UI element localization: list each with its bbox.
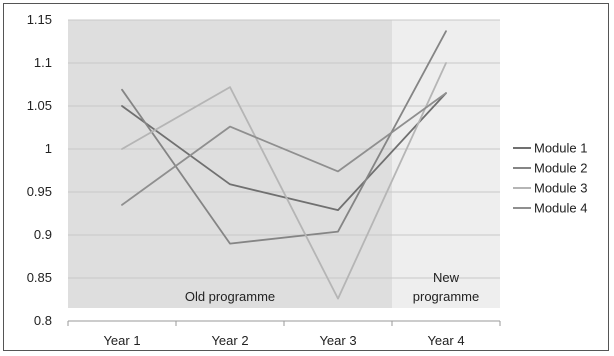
- y-tick-label: 0.85: [27, 270, 52, 285]
- y-tick-label: 1.15: [27, 12, 52, 27]
- legend-label-module-1: Module 1: [534, 141, 587, 156]
- x-tick-label: Year 1: [103, 333, 140, 348]
- region-background-1: [68, 20, 392, 308]
- y-tick-label: 0.8: [34, 313, 52, 328]
- legend-label-module-2: Module 2: [534, 161, 587, 176]
- region-background-2: [392, 20, 500, 308]
- region-label-new-line2: programme: [413, 289, 479, 304]
- legend-label-module-4: Module 4: [534, 201, 587, 216]
- region-label-old: Old programme: [185, 289, 275, 304]
- x-tick-label: Year 4: [427, 333, 464, 348]
- x-tick-label: Year 2: [211, 333, 248, 348]
- region-label-new-line1: New: [433, 270, 460, 285]
- series-line-module-1: [121, 92, 447, 212]
- y-tick-label: 1.05: [27, 98, 52, 113]
- x-tick-label: Year 3: [319, 333, 356, 348]
- y-tick-label: 0.9: [34, 227, 52, 242]
- y-tick-label: 0.95: [27, 184, 52, 199]
- series-line-module-4: [121, 92, 447, 206]
- legend-label-module-3: Module 3: [534, 181, 587, 196]
- y-tick-label: 1: [45, 141, 52, 156]
- y-tick-label: 1.1: [34, 55, 52, 70]
- series-line-module-3: [121, 62, 447, 300]
